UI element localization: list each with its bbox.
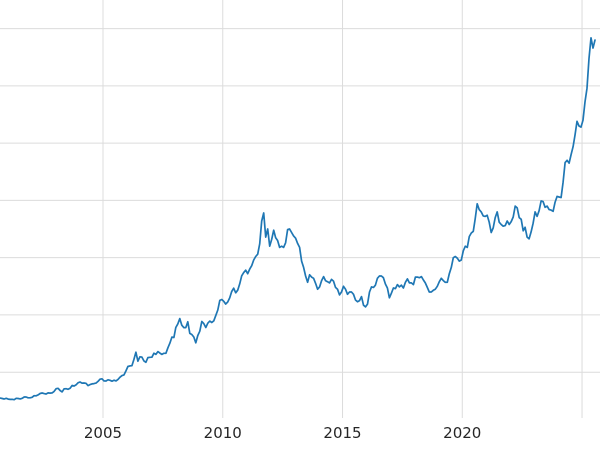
x-tick-label: 2015 <box>323 424 361 442</box>
x-tick-label: 2020 <box>443 424 481 442</box>
x-tick-label: 2005 <box>84 424 122 442</box>
x-tick-label: 2010 <box>204 424 242 442</box>
price-series-line <box>0 36 596 401</box>
